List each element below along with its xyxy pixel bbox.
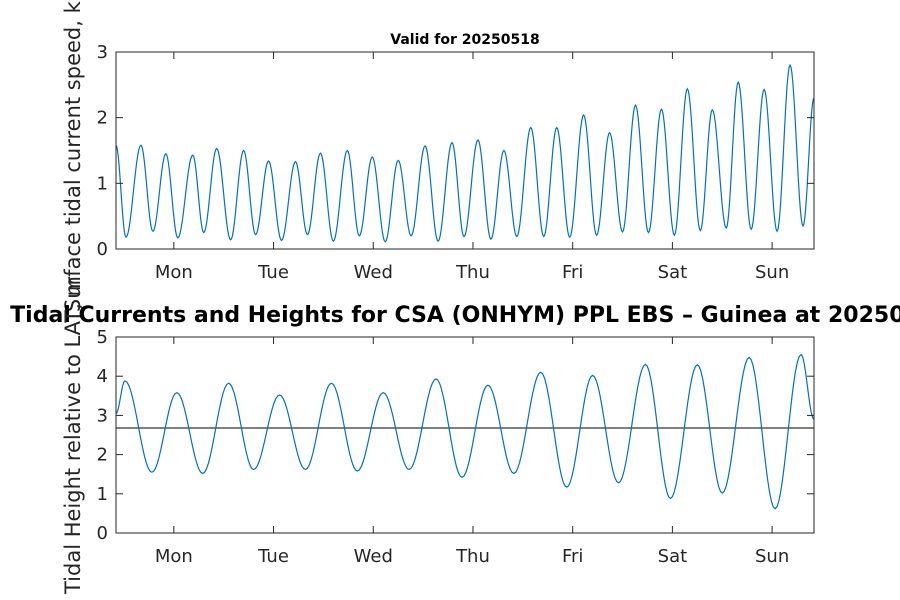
- height-y-tick-label: 3: [97, 405, 108, 426]
- height-x-tick-label: Tue: [257, 546, 289, 567]
- speed-y-axis-label: Surface tidal current speed, kn: [61, 0, 85, 312]
- speed-x-tick-label: Mon: [155, 262, 193, 283]
- speed-x-tick-label: Wed: [354, 262, 393, 283]
- height-x-tick-label: Sat: [658, 546, 688, 567]
- speed-axes-box: [115, 51, 815, 250]
- speed-x-tick-label: Sun: [755, 262, 789, 283]
- height-chart-title: Tidal Currents and Heights for CSA (ONHY…: [10, 303, 900, 328]
- speed-plot: 0 1 2 3 Mon Tue Wed Thu Fri Sat Sun: [97, 42, 814, 283]
- height-y-tick-label: 0: [97, 523, 108, 544]
- height-x-tick-label: Thu: [455, 546, 490, 567]
- height-y-tick-label: 2: [97, 445, 108, 466]
- speed-y-tick-label: 1: [97, 173, 108, 194]
- height-x-tick-label: Sun: [755, 546, 789, 567]
- height-x-tick-label: Mon: [155, 546, 193, 567]
- speed-y-tick-label: 0: [97, 239, 108, 260]
- speed-x-tick-label: Thu: [455, 262, 490, 283]
- height-plot: 0 1 2 3 4 5 Mon Tue Wed Thu Fri Sat Sun: [97, 327, 814, 567]
- speed-series-line: [116, 63, 814, 243]
- speed-x-tick-label: Tue: [257, 262, 289, 283]
- height-y-tick-label: 5: [97, 327, 108, 348]
- speed-x-tick-label: Fri: [562, 262, 583, 283]
- speed-y-tick-label: 3: [97, 42, 108, 63]
- height-x-tick-label: Wed: [354, 546, 393, 567]
- height-x-tick-label: Fri: [562, 546, 583, 567]
- height-series-line: [116, 353, 814, 510]
- speed-chart-title: Valid for 20250518: [390, 32, 539, 48]
- height-y-axis-label: Tidal Height relative to LAT, m: [61, 276, 85, 595]
- height-axes-box: [115, 336, 815, 534]
- speed-y-tick-label: 2: [97, 108, 108, 129]
- speed-x-tick-label: Sat: [658, 262, 688, 283]
- height-y-tick-label: 1: [97, 484, 108, 505]
- height-y-tick-label: 4: [97, 366, 108, 387]
